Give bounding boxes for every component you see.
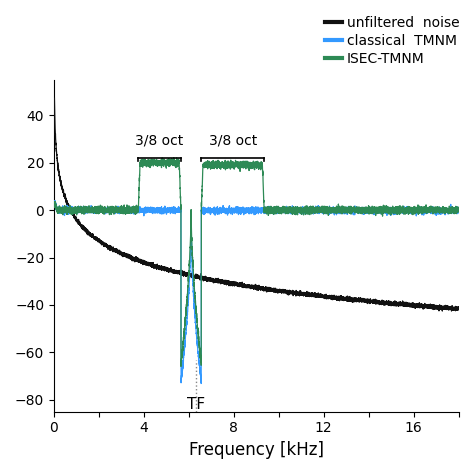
Text: 3/8 oct: 3/8 oct — [209, 133, 257, 147]
Text: TF: TF — [187, 397, 205, 412]
Text: 3/8 oct: 3/8 oct — [136, 133, 184, 147]
Legend: unfiltered  noise, classical  TMNM, ISEC-TMNM: unfiltered noise, classical TMNM, ISEC-T… — [325, 16, 460, 66]
X-axis label: Frequency [kHz]: Frequency [kHz] — [189, 441, 324, 459]
